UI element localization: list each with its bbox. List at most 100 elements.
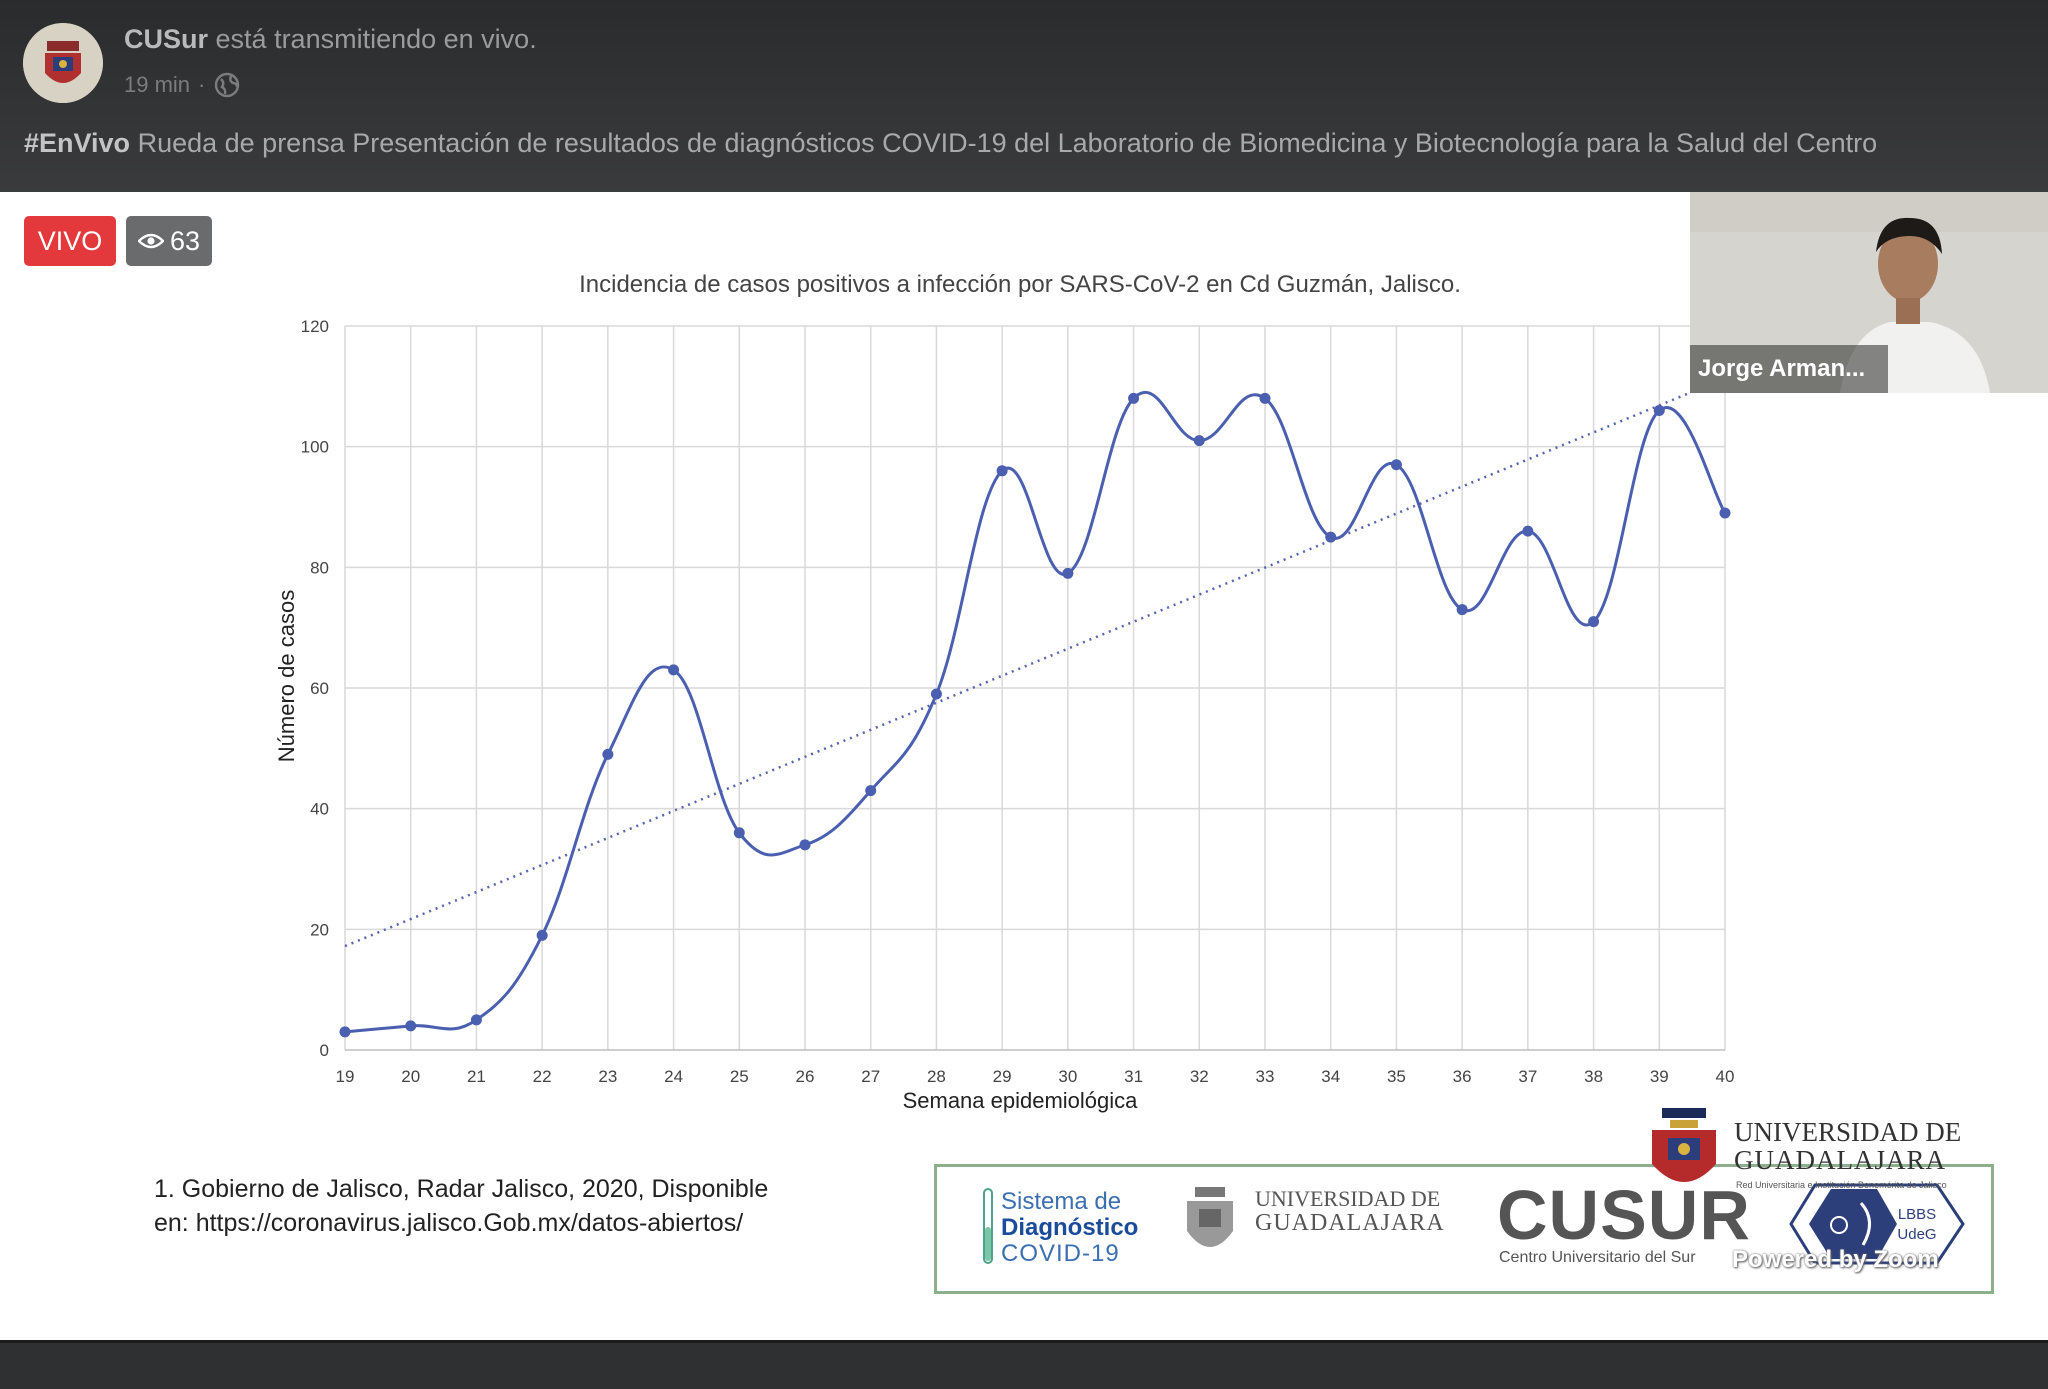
data-point-week-37 [1522, 525, 1534, 537]
data-point-week-32 [1193, 435, 1205, 447]
logo-sistema-line-3: COVID-19 [1001, 1240, 1120, 1267]
udg-seal-small-icon [1187, 1187, 1233, 1247]
post-title: #EnVivo Rueda de prensa Presentación de … [24, 128, 1877, 159]
y-tick-labels: 0 20 40 60 80 100 120 [301, 317, 329, 1060]
udg-seal-icon [23, 23, 103, 103]
data-point-week-28 [930, 688, 942, 700]
x-tick-label: 25 [730, 1067, 749, 1086]
citation-line-1: 1. Gobierno de Jalisco, Radar Jalisco, 2… [154, 1175, 769, 1203]
logo-strip: Sistema de Diagnóstico COVID-19 UNIVERSI… [934, 1164, 1994, 1294]
citation-line-2: en: https://coronavirus.jalisco.Gob.mx/d… [154, 1209, 744, 1237]
y-axis-label: Número de casos [274, 590, 299, 762]
y-tick-label: 0 [320, 1041, 329, 1060]
eye-icon [137, 233, 164, 249]
data-point-week-34 [1325, 531, 1337, 543]
logo-sistema-line-1: Sistema de [1001, 1188, 1122, 1215]
logo-lbbs: LBBS UdeG [1787, 1181, 1967, 1267]
x-tick-label: 23 [598, 1067, 617, 1086]
test-tube-icon [983, 1188, 993, 1264]
y-tick-label: 100 [301, 438, 329, 457]
x-tick-label: 35 [1387, 1067, 1406, 1086]
post-header: CUSur está transmitiendo en vivo. 19 min… [0, 0, 2048, 192]
participant-name: Jorge Arman... [1690, 345, 1888, 393]
logo-sistema-line-2: Diagnóstico [1001, 1214, 1139, 1241]
data-point-week-23 [602, 748, 614, 760]
data-point-week-31 [1128, 392, 1140, 404]
logo-udg-small: UNIVERSIDAD DE GUADALAJARA [1255, 1186, 1445, 1236]
logo-lbbs-line-2: UdeG [1897, 1226, 1936, 1243]
x-tick-label: 39 [1650, 1067, 1669, 1086]
x-tick-labels: 19 20 21 22 23 24 25 26 27 28 29 30 31 32 33 34 35 36 37 38… [336, 1067, 1735, 1086]
logo-udg-large-line-1: UNIVERSIDAD DE [1734, 1117, 1962, 1147]
logo-sistema-diagnostico: Sistema de Diagnóstico COVID-19 [987, 1189, 1138, 1267]
data-point-week-19 [339, 1026, 351, 1038]
x-tick-label: 33 [1256, 1067, 1275, 1086]
series-line [344, 390, 1727, 1034]
zoom-watermark: Powered by Zoom [1732, 1246, 1939, 1273]
data-point-week-22 [536, 929, 548, 941]
channel-name[interactable]: CUSur [124, 24, 209, 54]
x-tick-label: 20 [401, 1067, 420, 1086]
channel-avatar[interactable] [23, 23, 103, 103]
logo-lbbs-line-1: LBBS [1898, 1206, 1936, 1223]
post-meta: 19 min · [124, 71, 241, 99]
data-point-week-21 [470, 1014, 482, 1026]
player-footer [0, 1340, 2048, 1389]
logo-udg-large: UNIVERSIDAD DE GUADALAJARA Red Universit… [1644, 1104, 1970, 1194]
meta-separator: · [198, 72, 206, 97]
lbbs-hexagon-icon: LBBS UdeG [1789, 1183, 1965, 1265]
y-tick-label: 20 [310, 920, 329, 939]
x-tick-label: 34 [1321, 1067, 1340, 1086]
hashtag-link[interactable]: #EnVivo [24, 128, 131, 158]
series-points [339, 392, 1731, 1038]
grid-horizontal [345, 325, 1725, 931]
data-point-week-25 [733, 827, 745, 839]
x-tick-label: 24 [664, 1067, 683, 1086]
x-tick-label: 19 [336, 1067, 355, 1086]
logo-udg-large-line-2: GUADALAJARA [1734, 1145, 1946, 1175]
x-tick-label: 32 [1190, 1067, 1209, 1086]
logo-udg-small-line-2: GUADALAJARA [1255, 1210, 1445, 1236]
data-point-week-24 [668, 664, 680, 676]
globe-icon [215, 72, 240, 98]
x-tick-label: 30 [1058, 1067, 1077, 1086]
y-tick-label: 120 [301, 317, 329, 336]
viewer-count: 63 [169, 225, 201, 256]
time-ago[interactable]: 19 min [124, 72, 191, 97]
participant-video[interactable]: Jorge Arman... [1690, 192, 2048, 393]
x-tick-label: 21 [467, 1067, 486, 1086]
x-tick-label: 22 [533, 1067, 552, 1086]
x-tick-label: 31 [1124, 1067, 1143, 1086]
y-tick-label: 40 [310, 800, 329, 819]
udg-seal-large-icon [1652, 1108, 1716, 1182]
x-tick-label: 40 [1716, 1067, 1735, 1086]
channel-status: está transmitiendo en vivo. [215, 24, 537, 54]
logo-udg-small-line-1: UNIVERSIDAD DE [1255, 1186, 1441, 1211]
x-tick-label: 29 [993, 1067, 1012, 1086]
data-point-week-36 [1456, 604, 1468, 616]
logo-udg-large-text: UNIVERSIDAD DE GUADALAJARA [1734, 1118, 1961, 1174]
x-tick-label: 27 [861, 1067, 880, 1086]
citation: 1. Gobierno de Jalisco, Radar Jalisco, 2… [154, 1172, 844, 1240]
x-axis-label: Semana epidemiológica [903, 1088, 1139, 1113]
chart-title: Incidencia de casos positivos a infecció… [579, 271, 1461, 298]
data-point-week-20 [405, 1020, 417, 1032]
data-point-week-38 [1588, 616, 1600, 628]
post-title-text: Rueda de prensa Presentación de resultad… [137, 128, 1878, 158]
channel-line: CUSur está transmitiendo en vivo. [124, 24, 537, 55]
data-point-week-30 [1062, 567, 1074, 579]
data-point-week-40 [1719, 507, 1731, 519]
y-tick-label: 60 [310, 679, 329, 698]
data-point-week-27 [865, 785, 877, 797]
logo-cusur: CUSUR [1497, 1176, 1751, 1254]
x-tick-label: 36 [1453, 1067, 1472, 1086]
data-point-week-33 [1259, 392, 1271, 404]
logo-cusur-subtitle: Centro Universitario del Sur [1499, 1249, 1696, 1266]
trendline [344, 377, 1726, 948]
logo-udg-large-subtitle: Red Universitaria e Institución Beneméri… [1736, 1180, 1947, 1190]
x-tick-label: 28 [927, 1067, 946, 1086]
data-point-week-29 [996, 465, 1008, 477]
x-tick-label: 38 [1584, 1067, 1603, 1086]
data-point-week-26 [799, 839, 811, 851]
